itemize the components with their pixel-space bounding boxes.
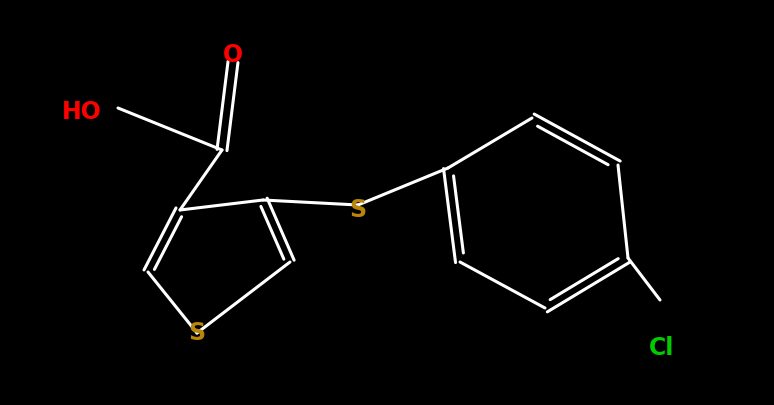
Text: O: O [223,43,243,67]
Text: Cl: Cl [649,336,675,360]
Text: S: S [349,198,367,222]
Text: S: S [188,321,206,345]
Text: HO: HO [62,100,102,124]
